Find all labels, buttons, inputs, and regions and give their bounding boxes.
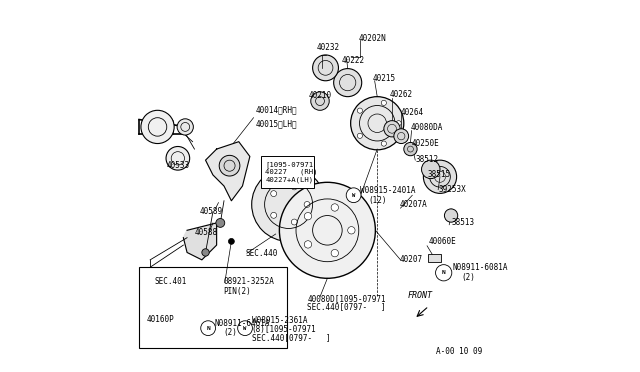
Text: N: N: [442, 270, 445, 275]
Text: 38513: 38513: [451, 218, 474, 227]
Text: 40080D[1095-07971: 40080D[1095-07971: [307, 294, 386, 303]
Circle shape: [141, 110, 174, 144]
Text: 40215: 40215: [372, 74, 396, 83]
Circle shape: [331, 250, 339, 257]
Circle shape: [304, 241, 312, 248]
Text: A-00 10 09: A-00 10 09: [436, 347, 483, 356]
Text: SEC.440: SEC.440: [245, 249, 277, 258]
Circle shape: [304, 202, 310, 208]
Circle shape: [312, 55, 339, 81]
Text: 40588: 40588: [195, 228, 218, 237]
Text: 39253X: 39253X: [438, 185, 466, 194]
Circle shape: [201, 321, 216, 336]
Text: 40210: 40210: [308, 91, 332, 100]
Circle shape: [444, 209, 458, 222]
Text: 40207: 40207: [399, 255, 422, 264]
FancyBboxPatch shape: [428, 254, 441, 262]
Circle shape: [304, 212, 312, 220]
Circle shape: [333, 68, 362, 97]
Text: 40589: 40589: [200, 207, 223, 217]
Text: 40202N: 40202N: [359, 34, 387, 43]
Text: N: N: [206, 326, 210, 331]
Polygon shape: [205, 142, 250, 201]
Text: 40222: 40222: [341, 56, 365, 65]
Circle shape: [271, 191, 276, 196]
Bar: [139, 267, 287, 349]
Circle shape: [271, 212, 276, 218]
Circle shape: [311, 92, 329, 110]
Circle shape: [348, 227, 355, 234]
Circle shape: [346, 188, 361, 203]
Text: [1095-07971: [1095-07971: [266, 161, 314, 168]
Text: 40014〈RH〉: 40014〈RH〉: [255, 106, 297, 115]
Circle shape: [384, 121, 400, 137]
Text: (2): (2): [461, 273, 475, 282]
Text: 40227   (RH): 40227 (RH): [266, 169, 318, 175]
Circle shape: [424, 160, 456, 193]
Text: SEC.401: SEC.401: [155, 278, 187, 286]
Text: 40060E: 40060E: [428, 237, 456, 246]
Circle shape: [436, 264, 452, 281]
Text: 40232: 40232: [316, 43, 339, 52]
Text: 38515: 38515: [427, 170, 450, 179]
Text: 40533: 40533: [167, 161, 190, 170]
Circle shape: [252, 167, 326, 241]
Text: 40264: 40264: [401, 108, 424, 117]
Circle shape: [404, 142, 417, 156]
Text: 40080DA: 40080DA: [410, 123, 443, 132]
Circle shape: [381, 100, 387, 105]
Text: SEC.440[0797-   ]: SEC.440[0797- ]: [307, 302, 386, 311]
FancyBboxPatch shape: [261, 157, 314, 188]
Circle shape: [220, 155, 240, 176]
Text: (8)[1095-07971: (8)[1095-07971: [252, 325, 316, 334]
Circle shape: [280, 182, 376, 278]
Text: W: W: [352, 193, 355, 198]
Text: 40160P: 40160P: [147, 315, 174, 324]
Circle shape: [396, 121, 401, 126]
Text: 08921-3252A: 08921-3252A: [223, 278, 274, 286]
Circle shape: [216, 218, 225, 227]
Text: 40250E: 40250E: [412, 139, 439, 148]
Circle shape: [166, 147, 189, 170]
Text: 40262: 40262: [389, 90, 413, 99]
Text: W08915-2361A: W08915-2361A: [252, 316, 307, 325]
Circle shape: [177, 119, 193, 135]
Text: 40015〈LH〉: 40015〈LH〉: [255, 119, 297, 128]
Text: N08911-6081A: N08911-6081A: [452, 263, 508, 272]
Circle shape: [202, 249, 209, 256]
Circle shape: [357, 108, 362, 113]
Text: N08911-6461A: N08911-6461A: [215, 319, 270, 328]
Circle shape: [394, 129, 408, 144]
Circle shape: [237, 321, 252, 336]
Circle shape: [351, 97, 404, 150]
Polygon shape: [184, 223, 216, 260]
Circle shape: [357, 133, 362, 138]
Text: (12): (12): [368, 196, 387, 205]
Text: PIN(2): PIN(2): [223, 287, 251, 296]
Text: W08915-2401A: W08915-2401A: [360, 186, 415, 195]
Text: 38512: 38512: [416, 155, 439, 164]
Text: SEC.440[0797-   ]: SEC.440[0797- ]: [252, 333, 330, 342]
Circle shape: [228, 238, 234, 244]
Text: FRONT: FRONT: [407, 291, 432, 301]
Circle shape: [381, 141, 387, 146]
Text: 40207A: 40207A: [399, 200, 427, 209]
Circle shape: [422, 160, 440, 179]
Circle shape: [291, 219, 297, 225]
Text: 40227+A(LH): 40227+A(LH): [266, 176, 314, 183]
Circle shape: [331, 204, 339, 211]
Text: W: W: [243, 326, 246, 331]
Text: (2): (2): [223, 328, 237, 337]
Circle shape: [291, 184, 297, 190]
